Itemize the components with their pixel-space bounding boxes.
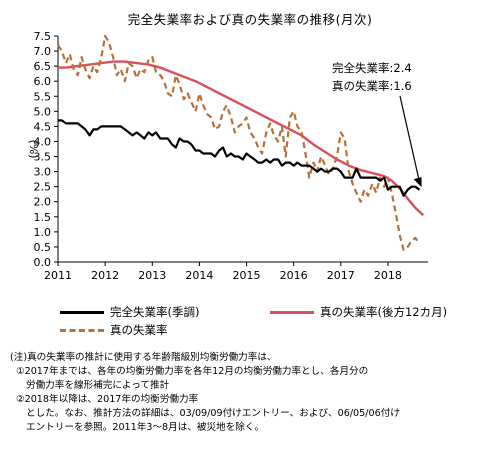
y-tick-label: 5.0 [34, 105, 52, 118]
series-line-1 [58, 60, 425, 217]
y-tick-label: 7.5 [34, 30, 52, 43]
x-tick-label: 2014 [185, 269, 213, 282]
y-tick-label: 4.5 [34, 120, 52, 133]
x-tick-label: 2013 [138, 269, 166, 282]
x-tick-label: 2012 [91, 269, 119, 282]
series-line-2 [57, 34, 421, 251]
y-tick-label: 3.5 [34, 151, 52, 164]
note-line-4: ②2018年以降は、2017年の均衡労働力率 [16, 394, 199, 405]
series-layer [57, 34, 425, 251]
x-tick-label: 2011 [44, 269, 72, 282]
legend-swatch-black-solid [60, 310, 104, 314]
note-line-3: 労働力率を線形補完によって推計 [26, 380, 170, 391]
x-tick-label: 2015 [233, 269, 261, 282]
y-tick-label: 6.5 [34, 60, 52, 73]
annotation-true-unemployment: 真の失業率:1.6 [332, 79, 412, 93]
x-tick-label: 2017 [327, 269, 355, 282]
y-tick-label: 2.0 [34, 196, 52, 209]
y-tick-label: 1.0 [34, 226, 52, 239]
y-tick-label: 0.5 [34, 241, 52, 254]
annotation-arrowhead [413, 177, 422, 188]
y-tick-label: 6.0 [34, 75, 52, 88]
y-axis-label: (%) [27, 139, 40, 158]
annotation-layer: 完全失業率:2.4 真の失業率:1.6 [332, 61, 422, 188]
chart-axes: 0.0 0.5 1.0 1.5 2.0 2.5 3.0 3.5 4.0 4.5 5.0 5.5 6.0 6… [27, 30, 428, 282]
legend-swatch-red-solid [270, 310, 314, 314]
y-tick-label: 5.5 [34, 90, 52, 103]
annotation-unemployment-sa: 完全失業率:2.4 [332, 61, 412, 75]
legend-item-true-unemployment-12m: 真の失業率(後方12カ月) [270, 304, 447, 320]
note-line-1: (注)真の失業率の推計に使用する年齢階級別均衡労働力率は、 [10, 352, 277, 363]
legend-label: 真の失業率(後方12カ月) [320, 305, 448, 319]
legend-swatch-brown-dashed [60, 328, 104, 332]
line-chart: 0.0 0.5 1.0 1.5 2.0 2.5 3.0 3.5 4.0 4.5 5.0 5.5 6.0 6… [27, 30, 428, 282]
y-tick-label: 7.0 [34, 45, 52, 58]
note-line-5: とした。なお、推計方法の詳細は、03/09/09付けエントリー、および、06/0… [26, 408, 400, 419]
y-tick-label: 1.5 [34, 211, 52, 224]
legend-label: 真の失業率 [110, 323, 168, 337]
x-tick-label: 2018 [374, 269, 402, 282]
y-tick-label: 0.0 [34, 256, 52, 269]
y-tick-label: 2.5 [34, 181, 52, 194]
y-tick-label: 3.0 [34, 166, 52, 179]
legend-item-true-unemployment: 真の失業率 [60, 322, 168, 338]
chart-title: 完全失業率および真の失業率の推移(月次) [127, 12, 373, 27]
note-line-6: エントリーを参照。2011年3～8月は、被災地を除く。 [26, 422, 265, 433]
legend-item-unemployment-sa: 完全失業率(季調) [60, 304, 199, 320]
legend-label: 完全失業率(季調) [110, 305, 200, 319]
series-line-0 [58, 119, 421, 197]
y-tick-label: 4.0 [34, 135, 52, 148]
annotation-arrow-shaft [399, 95, 421, 183]
note-line-2: ①2017年までは、各年の均衡労働力率を各年12月の均衡労働力率とし、各月分の [16, 366, 369, 377]
x-tick-label: 2016 [280, 269, 308, 282]
